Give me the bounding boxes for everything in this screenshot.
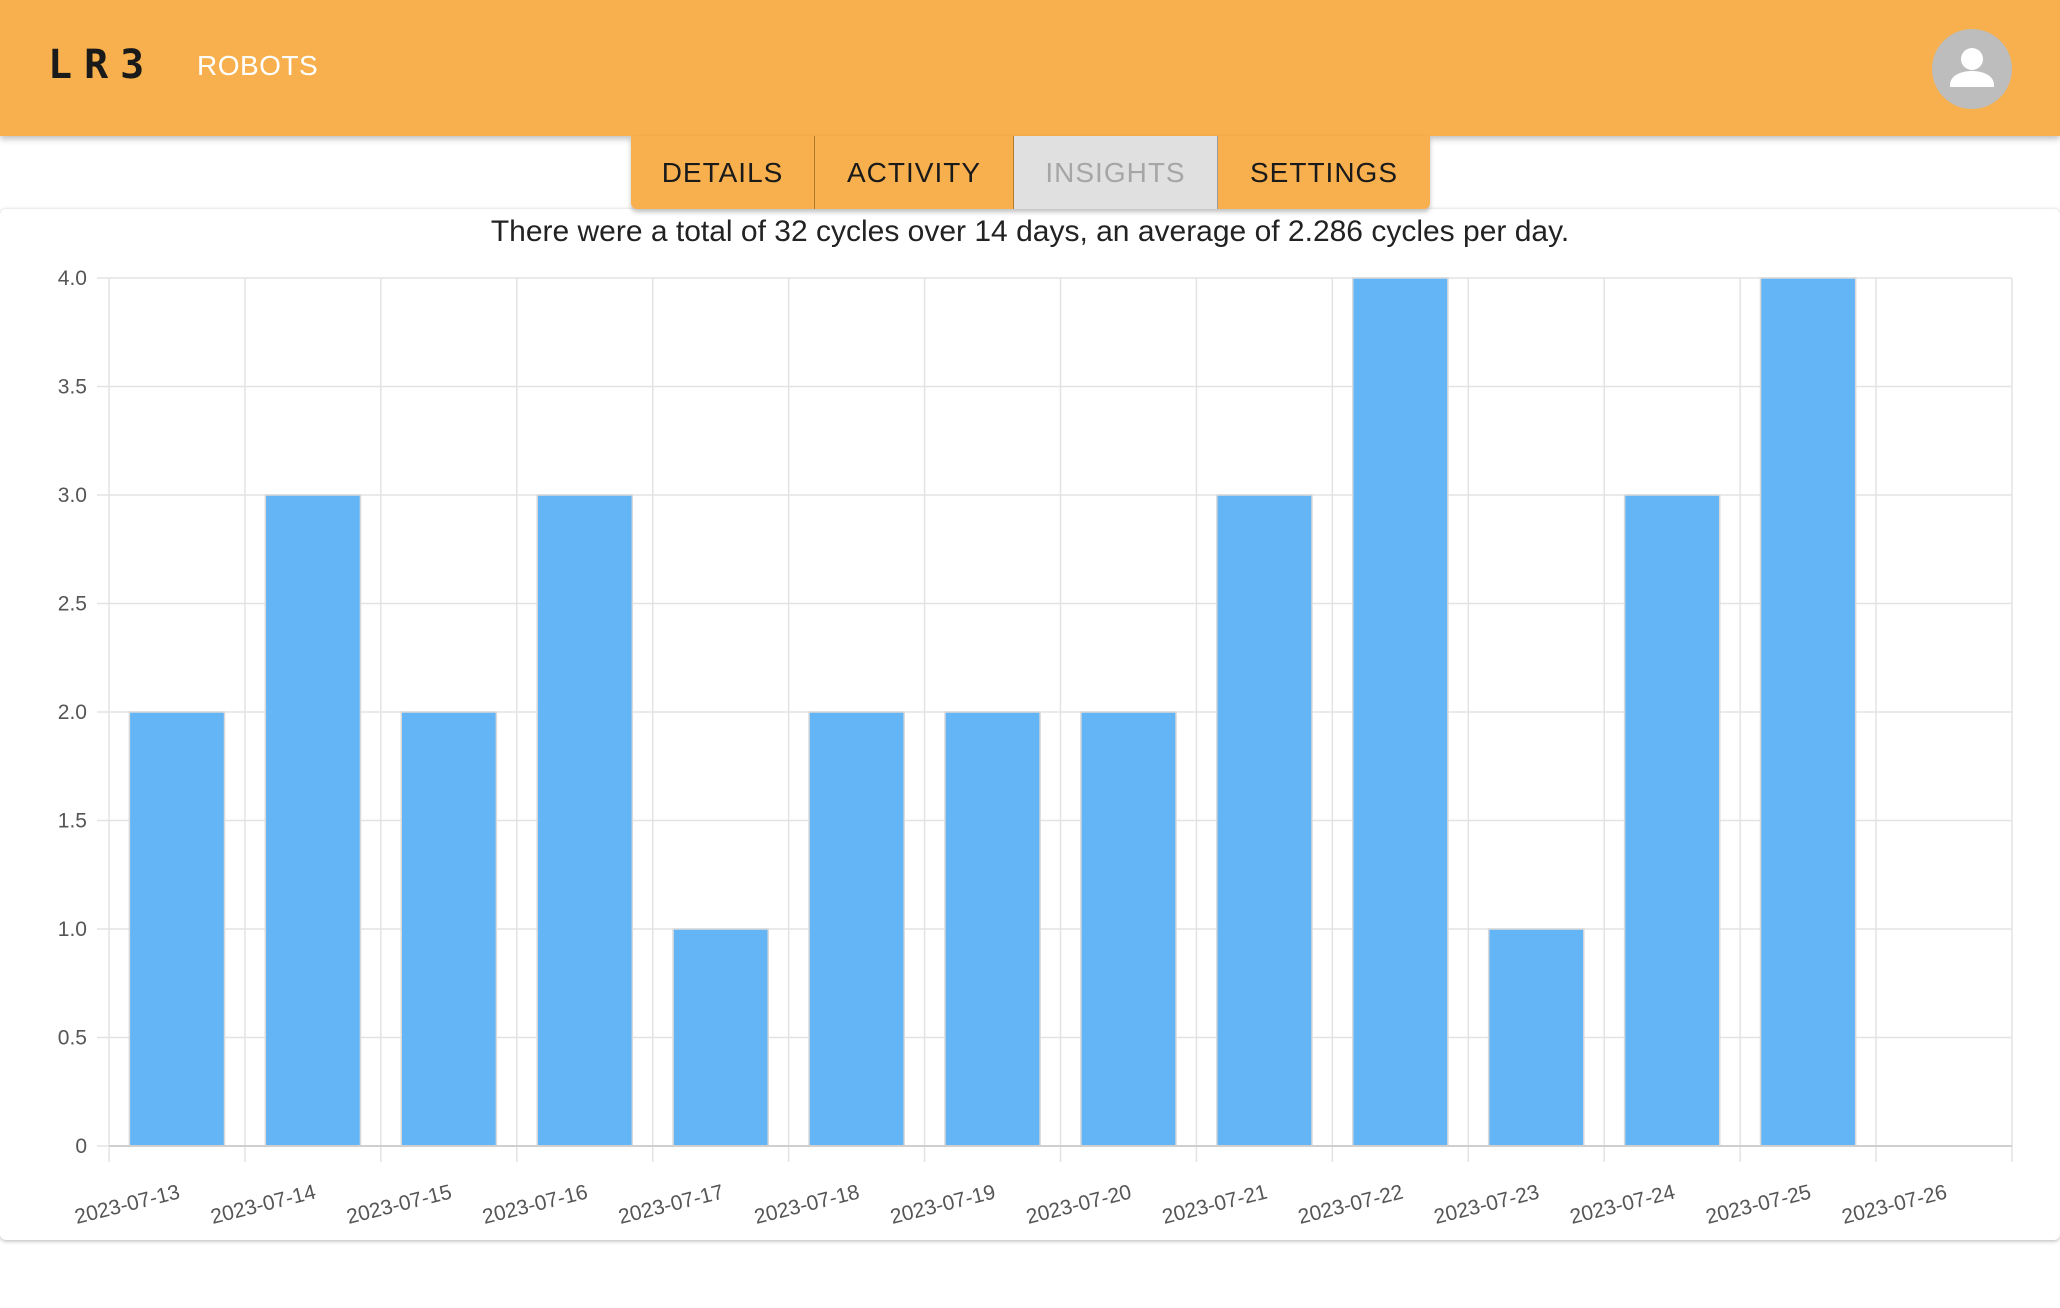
x-tick-label: 2023-07-17: [616, 1181, 726, 1229]
bar-2023-07-15: [400, 711, 498, 1147]
y-tick-label: 2.5: [58, 593, 87, 616]
y-tick-label: 4.0: [58, 267, 87, 290]
x-tick-label: 2023-07-21: [1160, 1181, 1270, 1229]
bar-2023-07-18: [808, 711, 905, 1147]
x-tick-label: 2023-07-13: [72, 1181, 182, 1229]
nav-link-robots[interactable]: ROBOTS: [197, 50, 319, 81]
tab-details[interactable]: DETAILS: [631, 136, 815, 209]
y-tick-label: 0.5: [58, 1027, 87, 1050]
bar-2023-07-14: [264, 494, 362, 1147]
bar-2023-07-17: [672, 928, 770, 1147]
bar-2023-07-13: [128, 711, 226, 1147]
x-tick-label: 2023-07-26: [1839, 1181, 1949, 1229]
tab-activity[interactable]: ACTIVITY: [815, 136, 1014, 209]
y-tick-label: 1.5: [58, 810, 87, 833]
x-tick-label: 2023-07-22: [1296, 1181, 1406, 1229]
bar-2023-07-25: [1759, 277, 1857, 1147]
y-tick-label: 0: [75, 1135, 87, 1158]
bar-2023-07-24: [1623, 494, 1721, 1147]
x-tick-label: 2023-07-15: [344, 1181, 454, 1229]
x-tick-label: 2023-07-25: [1704, 1181, 1814, 1229]
x-tick-label: 2023-07-16: [480, 1181, 590, 1229]
x-tick-label: 2023-07-24: [1568, 1180, 1678, 1228]
tab-bar: DETAILS ACTIVITY INSIGHTS SETTINGS: [631, 136, 1430, 209]
y-tick-label: 1.0: [58, 918, 87, 941]
bar-2023-07-19: [944, 711, 1041, 1147]
x-tick-label: 2023-07-19: [888, 1181, 998, 1229]
cycles-summary: There were a total of 32 cycles over 14 …: [490, 215, 1570, 248]
x-tick-label: 2023-07-23: [1432, 1181, 1542, 1229]
y-tick-label: 3.0: [58, 484, 87, 507]
bar-2023-07-21: [1216, 494, 1313, 1147]
bar-2023-07-20: [1080, 711, 1177, 1147]
account-circle-icon: [1950, 48, 1994, 87]
x-tick-label: 2023-07-20: [1024, 1181, 1134, 1229]
account-avatar[interactable]: [1932, 29, 2012, 109]
app-logo[interactable]: LR3: [48, 42, 157, 88]
bar-2023-07-23: [1487, 928, 1585, 1147]
x-tick-label: 2023-07-18: [752, 1181, 862, 1229]
bar-2023-07-16: [536, 494, 634, 1147]
tab-insights[interactable]: INSIGHTS: [1014, 136, 1218, 209]
bar-2023-07-22: [1351, 277, 1449, 1147]
app-bar: LR3 ROBOTS: [0, 0, 2060, 136]
y-tick-label: 2.0: [58, 701, 87, 724]
tab-settings[interactable]: SETTINGS: [1218, 136, 1430, 209]
y-tick-label: 3.5: [58, 376, 87, 399]
x-tick-label: 2023-07-14: [208, 1180, 318, 1228]
